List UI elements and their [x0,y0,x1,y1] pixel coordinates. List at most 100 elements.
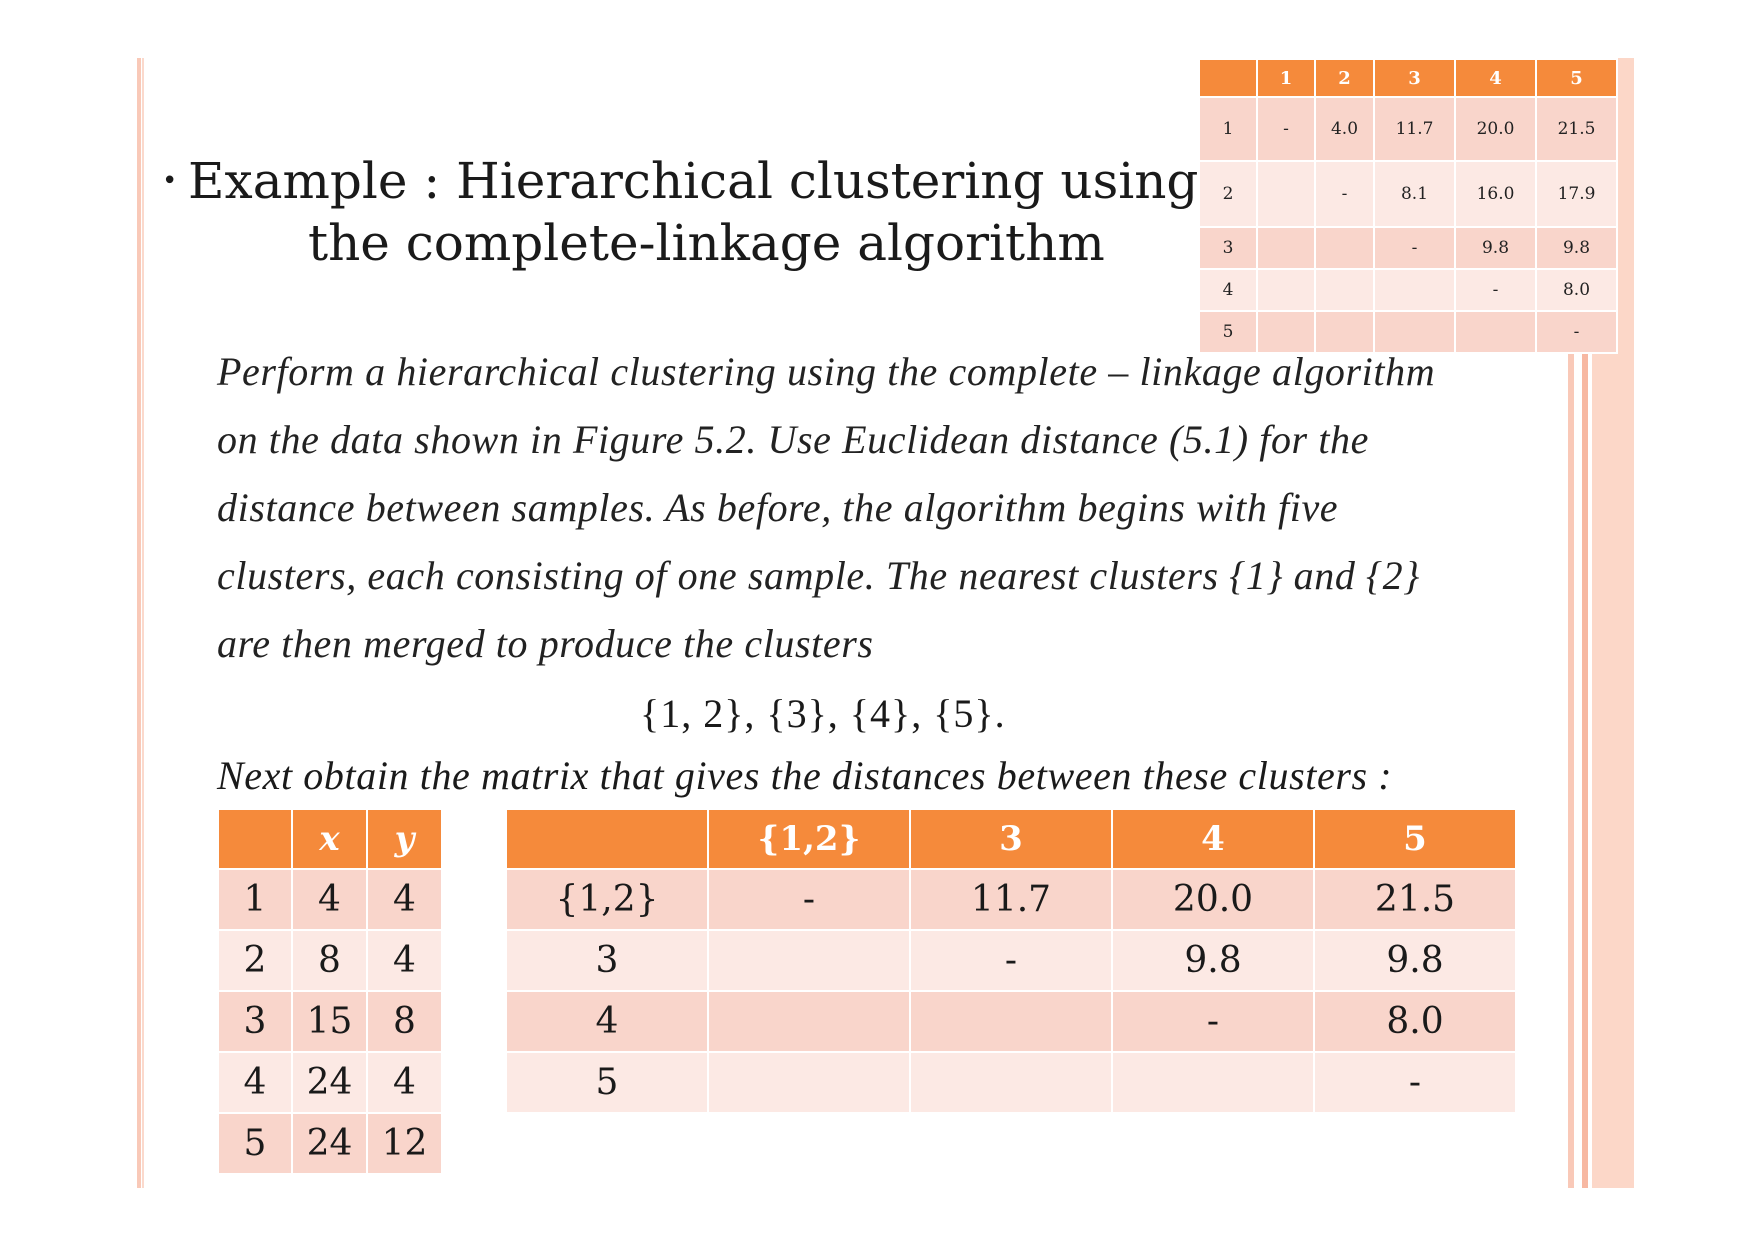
table-cell [1256,226,1316,270]
table-row: 5 - [1198,310,1619,354]
cluster-distance-table: {1,2} 3 4 5 {1,2} - 11.7 20.0 21.5 3 - 9… [505,808,1517,1114]
table-cell: 4 [1198,268,1258,312]
dist-header-cell: 5 [1313,808,1517,870]
table-cell: 4 [366,1051,443,1114]
table-cell: 9.8 [1313,929,1517,992]
table-cell: 4 [505,990,709,1053]
body-line: Perform a hierarchical clustering using … [217,349,1436,394]
dist-header-cell: {1,2} [707,808,911,870]
dist-header-cell [505,808,709,870]
right-frame-stripe-wide [1582,58,1588,1188]
table-cell [1313,226,1376,270]
small-table-header-cell: 4 [1454,58,1537,98]
table-cell: 8.1 [1373,160,1456,228]
table-cell [1256,268,1316,312]
table-cell: 2 [217,929,293,992]
dist-header-cell: 4 [1111,808,1315,870]
left-frame-stripe [137,58,141,1188]
next-step-text: Next obtain the matrix that gives the di… [217,753,1393,798]
body-line: clusters, each consisting of one sample.… [217,553,1420,598]
table-cell: - [1373,226,1456,270]
table-row: 3 - 9.8 9.8 [505,929,1517,992]
table-cell: 16.0 [1454,160,1537,228]
table-cell: 3 [1198,226,1258,270]
table-cell: - [707,868,911,931]
table-cell: 8 [366,990,443,1053]
table-cell [1373,310,1456,354]
table-cell: 4 [217,1051,293,1114]
small-table-header-row: 1 2 3 4 5 [1198,58,1619,98]
initial-distance-matrix: 1 2 3 4 5 1 - 4.0 11.7 20.0 21.5 2 - 8.1… [1198,58,1619,354]
table-cell: 5 [505,1051,709,1114]
table-row: 2 - 8.1 16.0 17.9 [1198,160,1619,228]
problem-statement: Perform a hierarchical clustering using … [217,338,1577,678]
table-cell: 1 [1198,96,1258,162]
cluster-formula: {1, 2}, {3}, {4}, {5}. [640,691,1006,736]
table-row: 5 24 12 [217,1112,443,1175]
table-cell: 4 [291,868,368,931]
right-frame-stripe-thin [1568,58,1574,1188]
table-cell: - [1313,1051,1517,1114]
table-cell: - [1111,990,1315,1053]
table-cell: 20.0 [1454,96,1537,162]
table-cell: 2 [1198,160,1258,228]
table-cell: 17.9 [1534,160,1619,228]
xy-header-row: x y [217,808,443,870]
table-cell: 21.5 [1534,96,1619,162]
table-cell [707,929,911,992]
small-table-header-cell [1198,58,1258,98]
table-cell [1313,268,1376,312]
title-line-1: Example : Hierarchical clustering using [188,152,1199,210]
table-cell: 3 [217,990,293,1053]
sample-coordinates-table: x y 1 4 4 2 8 4 3 15 8 4 24 4 5 24 12 [217,808,443,1175]
table-row: 1 4 4 [217,868,443,931]
table-row: 3 15 8 [217,990,443,1053]
table-cell: - [1256,96,1316,162]
table-cell: 20.0 [1111,868,1315,931]
table-cell [1454,310,1537,354]
table-cell [1313,310,1376,354]
table-cell: 4 [366,868,443,931]
table-cell: - [1534,310,1619,354]
table-cell: 4 [366,929,443,992]
body-line: on the data shown in Figure 5.2. Use Euc… [217,417,1369,462]
small-table-header-cell: 1 [1256,58,1316,98]
table-cell: 11.7 [1373,96,1456,162]
bullet-icon: • [162,166,178,196]
dist-header-row: {1,2} 3 4 5 [505,808,1517,870]
table-cell [909,1051,1113,1114]
xy-header-cell: y [366,808,443,870]
table-row: 4 - 8.0 [505,990,1517,1053]
xy-header-cell: x [291,808,368,870]
title-line-2: the complete-linkage algorithm [308,214,1105,272]
table-cell: 24 [291,1112,368,1175]
small-table-header-cell: 3 [1373,58,1456,98]
slide-title: • Example : Hierarchical clustering usin… [162,150,1199,274]
table-cell [1256,160,1316,228]
table-cell: 8.0 [1534,268,1619,312]
table-cell [707,990,911,1053]
table-cell: 8 [291,929,368,992]
table-row: 4 - 8.0 [1198,268,1619,312]
body-line: are then merged to produce the clusters [217,621,874,666]
table-cell: 12 [366,1112,443,1175]
table-cell: 9.8 [1534,226,1619,270]
table-cell: 3 [505,929,709,992]
small-table-header-cell: 2 [1313,58,1376,98]
table-cell: 24 [291,1051,368,1114]
table-cell: 5 [217,1112,293,1175]
table-row: 4 24 4 [217,1051,443,1114]
table-cell: 11.7 [909,868,1113,931]
table-cell: {1,2} [505,868,709,931]
table-cell: 9.8 [1111,929,1315,992]
table-cell: - [1313,160,1376,228]
table-row: 1 - 4.0 11.7 20.0 21.5 [1198,96,1619,162]
body-line: distance between samples. As before, the… [217,485,1339,530]
table-cell [909,990,1113,1053]
table-cell: 9.8 [1454,226,1537,270]
table-cell [707,1051,911,1114]
table-cell: - [909,929,1113,992]
table-row: 5 - [505,1051,1517,1114]
table-row: 3 - 9.8 9.8 [1198,226,1619,270]
table-cell: 5 [1198,310,1258,354]
